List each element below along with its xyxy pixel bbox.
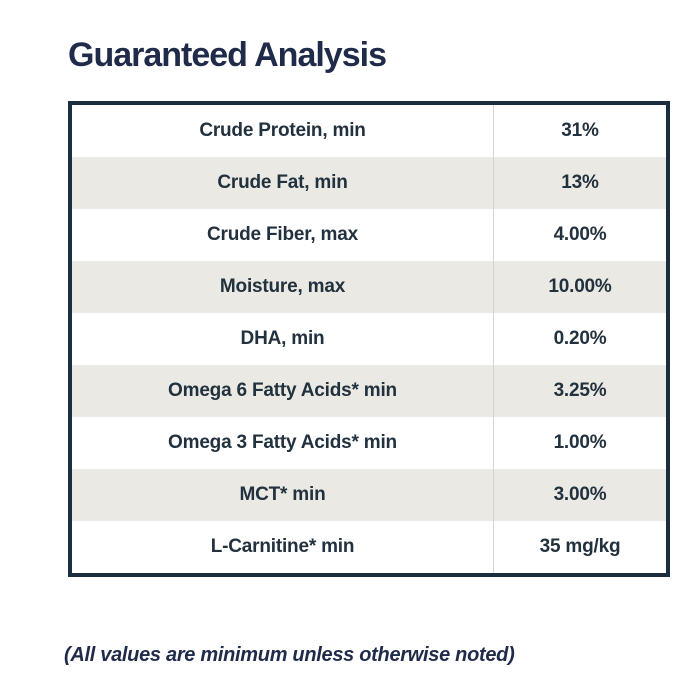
nutrient-label: L-Carnitine* min — [210, 536, 355, 557]
nutrient-label: Crude Protein, min — [199, 120, 366, 141]
nutrient-label: Crude Fat, min — [217, 172, 348, 193]
nutrient-label: Crude Fiber, max — [207, 224, 358, 245]
nutrient-label: Moisture, max — [219, 276, 346, 297]
table-body: Crude Protein, min 31% Crude Fat, min 13% Cr… — [72, 105, 666, 573]
table-row: L-Carnitine* min 35 mg/kg — [72, 521, 666, 573]
nutrient-value: 1.00% — [493, 417, 666, 469]
nutrient-value: 10.00% — [493, 261, 666, 313]
nutrient-value: 35 mg/kg — [493, 521, 666, 573]
table-row: MCT* min 3.00% — [72, 469, 666, 521]
nutrient-label: Omega 3 Fatty Acids* min — [168, 432, 397, 453]
guaranteed-analysis-table: Crude Protein, min 31% Crude Fat, min 13% Cr… — [68, 101, 670, 577]
nutrient-label: DHA, min — [240, 328, 325, 349]
table-row: Crude Fat, min 13% — [72, 157, 666, 209]
nutrient-value: 0.20% — [493, 313, 666, 365]
nutrient-value: 3.25% — [493, 365, 666, 417]
nutrient-value: 13% — [493, 157, 666, 209]
nutrient-label: Omega 6 Fatty Acids* min — [168, 380, 397, 401]
nutrient-value: 31% — [493, 105, 666, 157]
table-row: DHA, min 0.20% — [72, 313, 666, 365]
table-row: Moisture, max 10.00% — [72, 261, 666, 313]
footnote: (All values are minimum unless otherwise… — [64, 644, 515, 666]
nutrient-value: 3.00% — [493, 469, 666, 521]
table-row: Omega 6 Fatty Acids* min 3.25% — [72, 365, 666, 417]
table-row: Crude Fiber, max 4.00% — [72, 209, 666, 261]
table-row: Omega 3 Fatty Acids* min 1.00% — [72, 417, 666, 469]
table-row: Crude Protein, min 31% — [72, 105, 666, 157]
nutrient-label: MCT* min — [239, 484, 326, 505]
nutrient-value: 4.00% — [493, 209, 666, 261]
page-title: Guaranteed Analysis — [68, 36, 387, 74]
